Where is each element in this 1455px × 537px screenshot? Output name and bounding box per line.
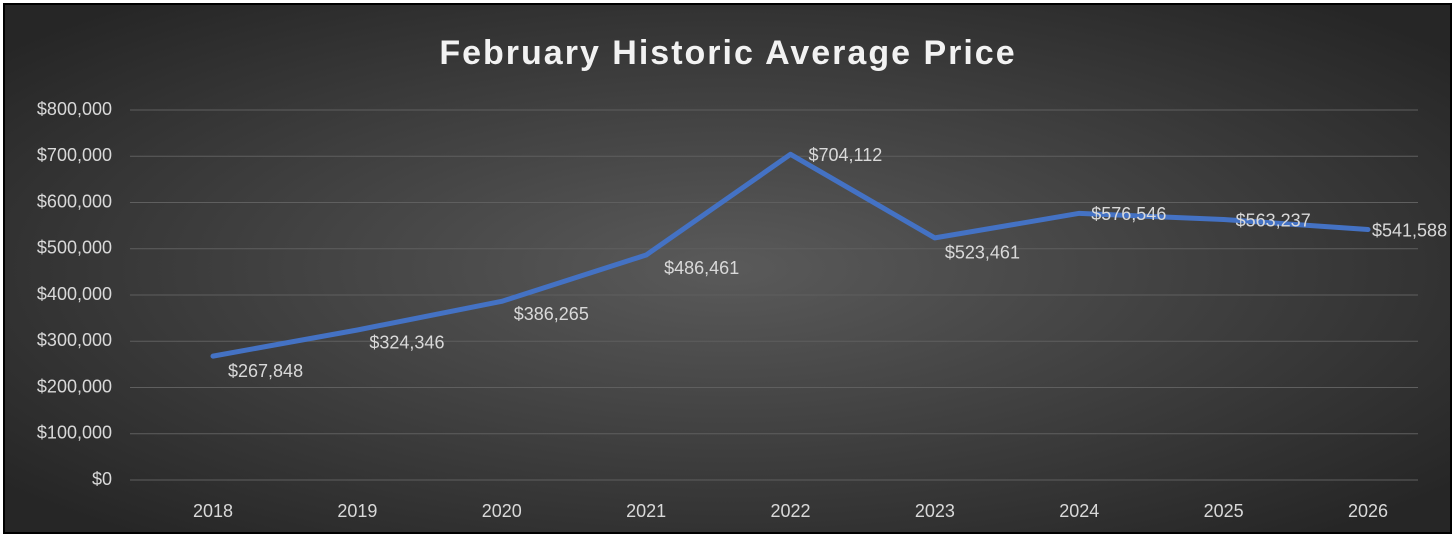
y-tick-label: $600,000 [37, 191, 112, 211]
x-tick-label: 2022 [770, 501, 810, 521]
background [3, 3, 1452, 534]
y-tick-label: $300,000 [37, 330, 112, 350]
data-label: $576,546 [1091, 204, 1166, 224]
y-tick-label: $800,000 [37, 99, 112, 119]
y-tick-label: $500,000 [37, 238, 112, 258]
x-tick-label: 2020 [482, 501, 522, 521]
x-tick-label: 2018 [193, 501, 233, 521]
data-line [210, 151, 1371, 359]
y-tick-label: $0 [92, 469, 112, 489]
data-label: $563,237 [1236, 210, 1311, 230]
x-tick-label: 2026 [1348, 501, 1388, 521]
x-tick-label: 2025 [1204, 501, 1244, 521]
data-label: $267,848 [228, 361, 303, 381]
data-label: $486,461 [664, 258, 739, 278]
data-label: $324,346 [369, 333, 444, 353]
data-label: $523,461 [945, 243, 1020, 263]
data-label: $541,588 [1372, 220, 1447, 240]
y-tick-label: $100,000 [37, 423, 112, 443]
y-tick-label: $700,000 [37, 145, 112, 165]
y-tick-label: $400,000 [37, 284, 112, 304]
y-tick-label: $200,000 [37, 376, 112, 396]
data-label: $386,265 [514, 304, 589, 324]
data-label: $704,112 [809, 145, 883, 165]
x-tick-label: 2023 [915, 501, 955, 521]
chart-title: February Historic Average Price [439, 34, 1016, 72]
x-tick-label: 2024 [1059, 501, 1099, 521]
x-tick-label: 2021 [626, 501, 666, 521]
x-tick-label: 2019 [337, 501, 377, 521]
